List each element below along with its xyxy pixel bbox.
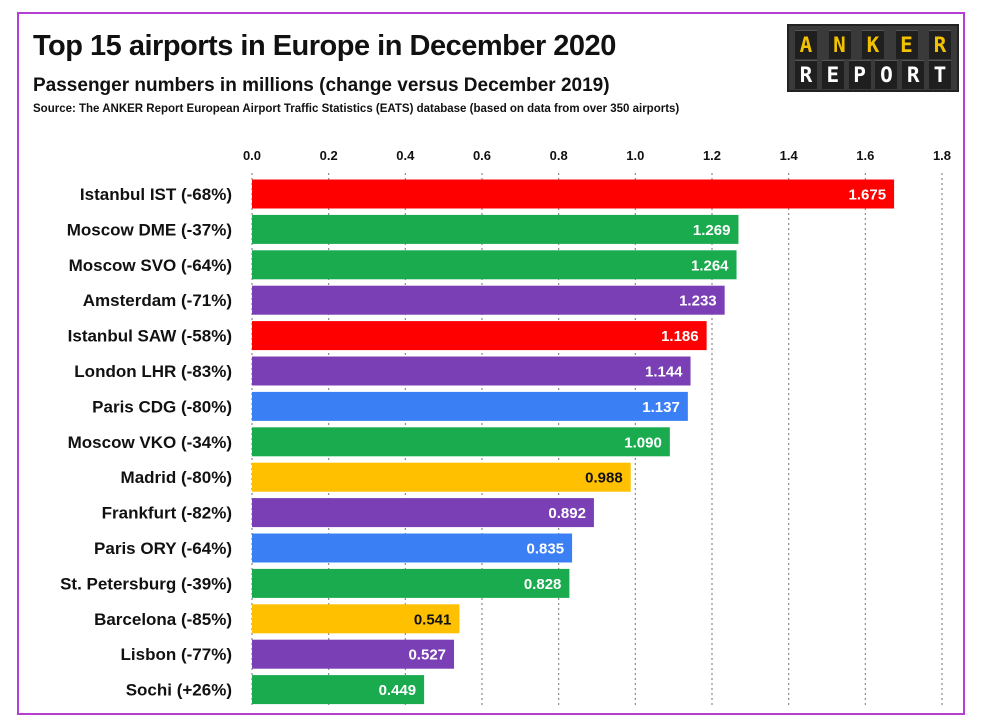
category-label: Frankfurt (-82%) xyxy=(102,504,232,523)
chart-title: Top 15 airports in Europe in December 20… xyxy=(33,30,616,62)
data-label: 0.988 xyxy=(585,470,623,487)
logo-bottom-letter: O xyxy=(875,60,898,89)
x-tick-label: 0.4 xyxy=(396,148,415,163)
category-label: Madrid (-80%) xyxy=(121,468,232,487)
category-label: Sochi (+26%) xyxy=(126,681,232,700)
x-tick-label: 0.8 xyxy=(550,148,568,163)
bar xyxy=(252,356,691,386)
x-tick-label: 1.4 xyxy=(780,148,799,163)
logo-bottom-letter: P xyxy=(848,60,871,89)
category-label: Moscow SVO (-64%) xyxy=(69,256,232,275)
bar xyxy=(252,604,460,634)
category-label: Amsterdam (-71%) xyxy=(83,291,232,310)
x-tick-label: 1.8 xyxy=(933,148,951,163)
bar xyxy=(252,568,570,598)
bar xyxy=(252,498,594,528)
category-label: London LHR (-83%) xyxy=(74,362,232,381)
chart-subtitle: Passenger numbers in millions (change ve… xyxy=(33,75,610,96)
logo-top-letter: N xyxy=(828,30,851,59)
x-tick-label: 1.6 xyxy=(856,148,874,163)
category-label: Istanbul IST (-68%) xyxy=(80,185,232,204)
data-label: 0.835 xyxy=(527,541,565,558)
data-label: 0.527 xyxy=(408,647,446,664)
data-label: 0.449 xyxy=(379,682,417,699)
data-label: 1.186 xyxy=(661,328,699,345)
logo-bottom-letter: R xyxy=(795,60,817,89)
bar xyxy=(252,639,455,669)
category-label: Lisbon (-77%) xyxy=(121,645,232,664)
logo-bottom-letter: R xyxy=(902,60,925,89)
data-label: 1.090 xyxy=(624,434,662,451)
logo-bottom-letter: T xyxy=(928,60,951,89)
data-label: 1.144 xyxy=(645,364,683,381)
bar xyxy=(252,391,688,421)
data-label: 1.137 xyxy=(642,399,680,416)
category-label: Paris ORY (-64%) xyxy=(94,539,232,558)
bar xyxy=(252,321,707,351)
bar xyxy=(252,214,739,244)
logo-top-letter: A xyxy=(795,30,817,59)
data-label: 0.892 xyxy=(548,505,586,522)
x-tick-label: 0.6 xyxy=(473,148,491,163)
x-tick-label: 0.0 xyxy=(243,148,261,163)
category-label: Moscow DME (-37%) xyxy=(67,220,232,239)
data-label: 1.233 xyxy=(679,293,717,310)
chart-source: Source: The ANKER Report European Airpor… xyxy=(33,103,680,115)
data-label: 0.541 xyxy=(414,611,452,628)
bar xyxy=(252,179,895,209)
category-label: Paris CDG (-80%) xyxy=(92,397,232,416)
bar xyxy=(252,427,670,457)
category-label: St. Petersburg (-39%) xyxy=(60,574,232,593)
category-label: Moscow VKO (-34%) xyxy=(68,433,232,452)
x-tick-label: 0.2 xyxy=(320,148,338,163)
bar xyxy=(252,462,631,492)
bar xyxy=(252,675,425,705)
logo-top-letter: R xyxy=(929,30,951,59)
x-tick-label: 1.0 xyxy=(626,148,644,163)
logo-bottom-letter: E xyxy=(821,60,844,89)
category-label: Barcelona (-85%) xyxy=(94,610,232,629)
logo-top-letter: K xyxy=(862,30,884,59)
x-tick-label: 1.2 xyxy=(703,148,721,163)
data-label: 1.269 xyxy=(693,222,731,239)
data-label: 1.264 xyxy=(691,257,729,274)
data-label: 1.675 xyxy=(849,187,887,204)
bar xyxy=(252,250,737,280)
bar xyxy=(252,285,725,315)
data-label: 0.828 xyxy=(524,576,562,593)
category-label: Istanbul SAW (-58%) xyxy=(68,327,232,346)
bar xyxy=(252,533,573,563)
logo-top-letter: E xyxy=(895,30,918,59)
